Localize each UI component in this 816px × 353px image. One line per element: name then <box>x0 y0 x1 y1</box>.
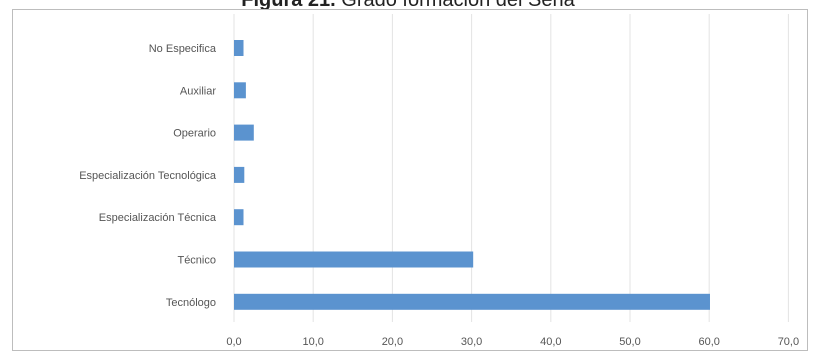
x-tick-label: 50,0 <box>619 336 640 348</box>
category-label: Especialización Técnica <box>99 212 217 224</box>
category-labels: No Especifica Auxiliar Operario Especializa… <box>79 43 217 309</box>
bar <box>234 40 244 56</box>
category-label: Operario <box>173 128 216 140</box>
bar <box>234 209 244 226</box>
bar <box>234 293 710 310</box>
category-label: Tecnólogo <box>166 297 216 309</box>
bar <box>234 251 474 268</box>
category-label: Técnico <box>177 255 216 267</box>
category-label: No Especifica <box>149 43 217 55</box>
chart-title-text: Grado formación del Sena <box>341 0 575 11</box>
chart-frame <box>12 9 808 351</box>
chart-title: Figura 21. Grado formación del Sena <box>0 0 816 12</box>
x-tick-labels: 0,0 10,0 20,0 30,0 40,0 50,0 60,0 70,0 <box>226 336 799 348</box>
x-tick-label: 60,0 <box>698 336 719 348</box>
bar <box>234 82 246 99</box>
chart-title-prefix: Figura 21. <box>241 0 336 11</box>
gridlines <box>233 14 789 322</box>
x-tick-label: 0,0 <box>226 336 241 348</box>
bars <box>234 40 710 310</box>
x-tick-label: 30,0 <box>461 336 482 348</box>
x-tick-label: 10,0 <box>302 336 323 348</box>
x-tick-label: 40,0 <box>540 336 561 348</box>
bar <box>234 166 245 183</box>
category-label: Auxiliar <box>180 85 216 97</box>
category-label: Especialización Tecnológica <box>79 170 217 182</box>
x-tick-label: 70,0 <box>778 336 799 348</box>
x-tick-label: 20,0 <box>382 336 403 348</box>
bar <box>234 124 254 141</box>
